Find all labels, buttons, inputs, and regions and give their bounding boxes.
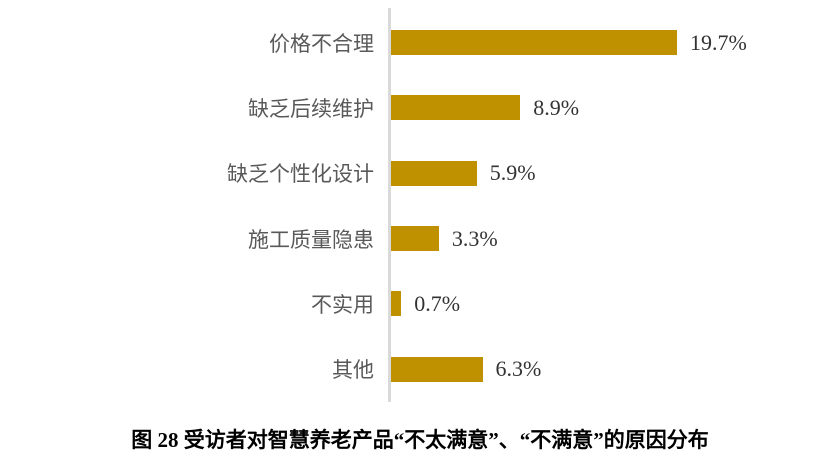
chart-row: 施工质量隐患 3.3% bbox=[0, 206, 840, 271]
category-label: 价格不合理 bbox=[269, 31, 374, 56]
bar bbox=[391, 356, 483, 382]
value-label: 3.3% bbox=[451, 225, 498, 251]
chart-row: 其他 6.3% bbox=[0, 336, 840, 401]
value-label: 19.7% bbox=[690, 29, 747, 55]
chart-row: 缺乏个性化设计 5.9% bbox=[0, 141, 840, 206]
chart-row: 缺乏后续维护 8.9% bbox=[0, 75, 840, 140]
category-label: 缺乏个性化设计 bbox=[227, 162, 374, 187]
bar bbox=[391, 95, 521, 121]
bar bbox=[391, 226, 439, 252]
bar bbox=[391, 160, 477, 186]
category-axis-line bbox=[388, 8, 391, 402]
category-label: 其他 bbox=[332, 358, 374, 383]
value-label: 8.9% bbox=[533, 94, 580, 120]
bar-chart: 价格不合理 19.7% 缺乏后续维护 8.9% 缺乏个性化设计 5.9% 施工质量隐患 3.3… bbox=[0, 8, 840, 402]
category-label: 施工质量隐患 bbox=[248, 227, 374, 252]
chart-rows: 价格不合理 19.7% 缺乏后续维护 8.9% 缺乏个性化设计 5.9% 施工质量隐患 3.3… bbox=[0, 10, 840, 402]
bar bbox=[391, 30, 677, 56]
category-label: 不实用 bbox=[311, 292, 374, 317]
figure-caption: 图 28 受访者对智慧养老产品“不太满意”、“不满意”的原因分布 bbox=[131, 428, 709, 452]
bar bbox=[391, 291, 402, 317]
category-label: 缺乏后续维护 bbox=[248, 96, 374, 121]
value-label: 0.7% bbox=[414, 290, 461, 316]
value-label: 5.9% bbox=[489, 160, 536, 186]
chart-row: 不实用 0.7% bbox=[0, 271, 840, 336]
value-label: 6.3% bbox=[495, 356, 542, 382]
chart-row: 价格不合理 19.7% bbox=[0, 10, 840, 75]
